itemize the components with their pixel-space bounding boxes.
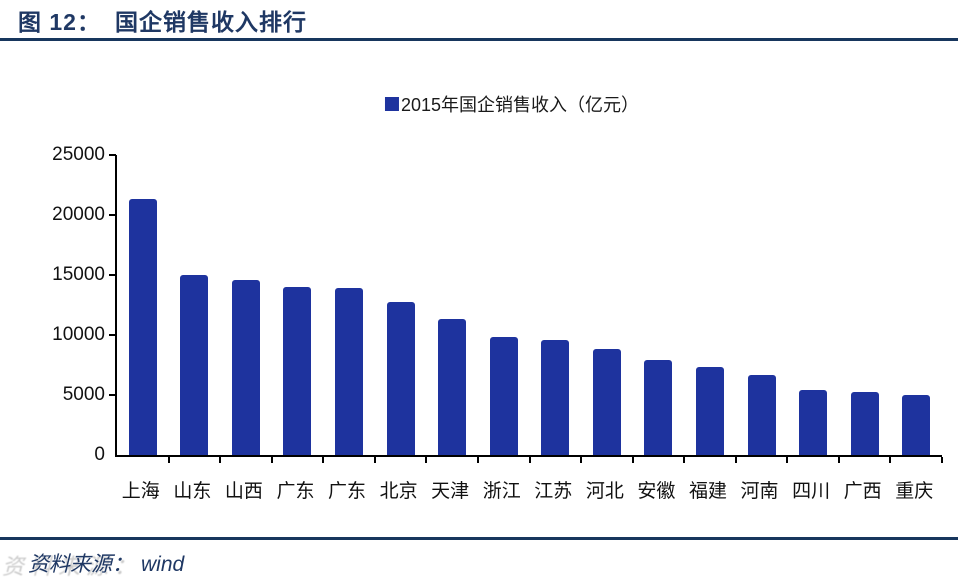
- x-axis-label: 广东: [276, 481, 315, 502]
- x-axis-tick: [373, 457, 376, 463]
- y-axis-label: 10000: [52, 324, 105, 345]
- x-axis-label: 天津: [431, 481, 470, 502]
- y-axis-tick: [109, 214, 116, 216]
- source-label: 资料来源：: [28, 552, 133, 576]
- bar-山西: [231, 279, 260, 455]
- bar-浙江: [489, 337, 518, 455]
- y-axis-label: 0: [94, 444, 105, 465]
- x-axis-tick: [476, 457, 479, 463]
- x-axis-label: 重庆: [895, 481, 934, 502]
- plot-area: [109, 154, 943, 463]
- x-axis-label: 广东: [328, 481, 367, 502]
- y-axis-tick: [109, 334, 116, 336]
- x-axis-tick: [425, 457, 428, 463]
- y-axis-label: 15000: [52, 264, 105, 285]
- x-axis-tick: [580, 457, 583, 463]
- x-axis-tick: [941, 457, 943, 463]
- source-value: wind: [141, 553, 185, 576]
- x-axis-tick: [734, 457, 737, 463]
- x-axis-label: 安徽: [637, 481, 676, 502]
- bar-安徽: [644, 359, 673, 455]
- x-axis-label: 广西: [843, 481, 882, 502]
- x-axis-label: 上海: [121, 481, 160, 502]
- x-axis-tick: [786, 457, 789, 463]
- x-axis-label: 河北: [585, 481, 624, 502]
- bar-四川: [799, 390, 828, 455]
- y-axis-label: 5000: [62, 384, 105, 405]
- bar-上海: [128, 199, 157, 455]
- x-axis-tick: [528, 457, 531, 463]
- bar-广东: [335, 287, 364, 455]
- y-axis-label: 25000: [52, 144, 105, 165]
- bar-重庆: [902, 395, 931, 455]
- x-axis-tick: [837, 457, 840, 463]
- legend-label: 2015年国企销售收入（亿元）: [400, 95, 640, 115]
- bar-天津: [438, 319, 467, 455]
- x-axis-tick: [322, 457, 325, 463]
- x-axis-label: 河南: [740, 481, 779, 502]
- x-axis-label: 山东: [173, 481, 212, 502]
- x-axis-label: 浙江: [482, 481, 521, 502]
- bar-广东: [283, 287, 312, 455]
- x-axis-tick: [167, 457, 170, 463]
- chart-legend: 2015年国企销售收入（亿元）: [384, 91, 640, 117]
- source-line: 资料来源： wind: [28, 548, 184, 578]
- x-axis-tick: [270, 457, 273, 463]
- bar-河北: [592, 349, 621, 455]
- title-divider: [0, 38, 958, 41]
- footer-divider: [0, 537, 958, 540]
- figure-number: 图 12：: [18, 9, 101, 35]
- watermark: 资料来源：: [2, 554, 143, 579]
- legend-marker-icon: [384, 97, 399, 111]
- bar-广西: [850, 392, 879, 455]
- bar-河南: [747, 375, 776, 455]
- y-axis-tick: [109, 394, 116, 396]
- figure-name: 国企销售收入排行: [114, 10, 307, 35]
- x-axis-tick: [889, 457, 892, 463]
- x-axis-label: 山西: [224, 481, 263, 502]
- bar-山东: [180, 275, 209, 455]
- bar-江苏: [541, 339, 570, 455]
- x-axis-tick: [631, 457, 634, 463]
- bar-北京: [386, 302, 415, 455]
- bar-福建: [695, 367, 724, 455]
- figure-title: 图 12： 国企销售收入排行: [18, 3, 307, 37]
- y-axis-tick: [109, 154, 116, 156]
- y-axis-label: 20000: [52, 204, 105, 225]
- x-axis-label: 北京: [379, 481, 418, 502]
- x-axis-label: 江苏: [534, 481, 573, 502]
- x-axis-tick: [219, 457, 222, 463]
- x-axis-label: 四川: [792, 481, 831, 502]
- y-axis-tick: [109, 274, 116, 276]
- x-axis-label: 福建: [688, 481, 727, 502]
- x-axis-tick: [683, 457, 686, 463]
